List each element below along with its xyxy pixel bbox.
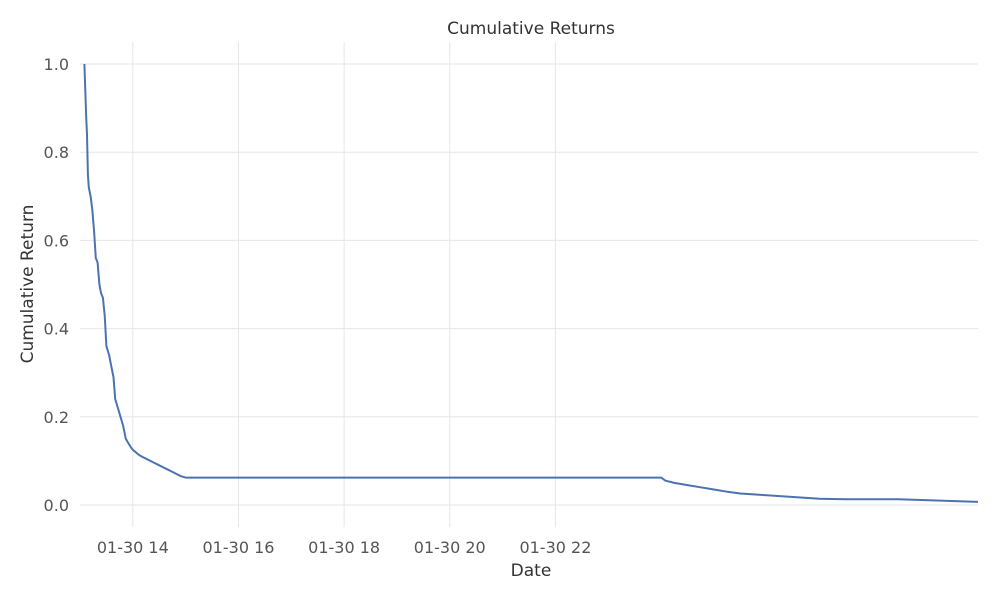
chart-title: Cumulative Returns xyxy=(447,19,615,39)
x-tick-label: 01-30 18 xyxy=(308,538,380,557)
x-axis-label: Date xyxy=(511,561,552,581)
grid xyxy=(80,42,978,527)
y-tick-label: 0.2 xyxy=(44,408,69,427)
x-tick-label: 01-30 20 xyxy=(414,538,486,557)
y-tick-label: 1.0 xyxy=(44,55,69,74)
y-axis-label: Cumulative Return xyxy=(18,205,38,364)
y-tick-label: 0.4 xyxy=(44,320,69,339)
x-tick-label: 01-30 22 xyxy=(519,538,591,557)
y-tick-label: 0.6 xyxy=(44,231,69,250)
y-tick-label: 0.8 xyxy=(44,143,69,162)
tick-labels: 0.0 0.2 0.4 0.6 0.8 1.0 01-30 14 01-30 16 01-30 … xyxy=(44,55,592,557)
cumulative-return-line xyxy=(83,63,979,503)
x-tick-label: 01-30 16 xyxy=(203,538,275,557)
y-tick-label: 0.0 xyxy=(44,496,69,515)
series-layer xyxy=(83,63,979,503)
x-tick-label: 01-30 14 xyxy=(97,538,169,557)
